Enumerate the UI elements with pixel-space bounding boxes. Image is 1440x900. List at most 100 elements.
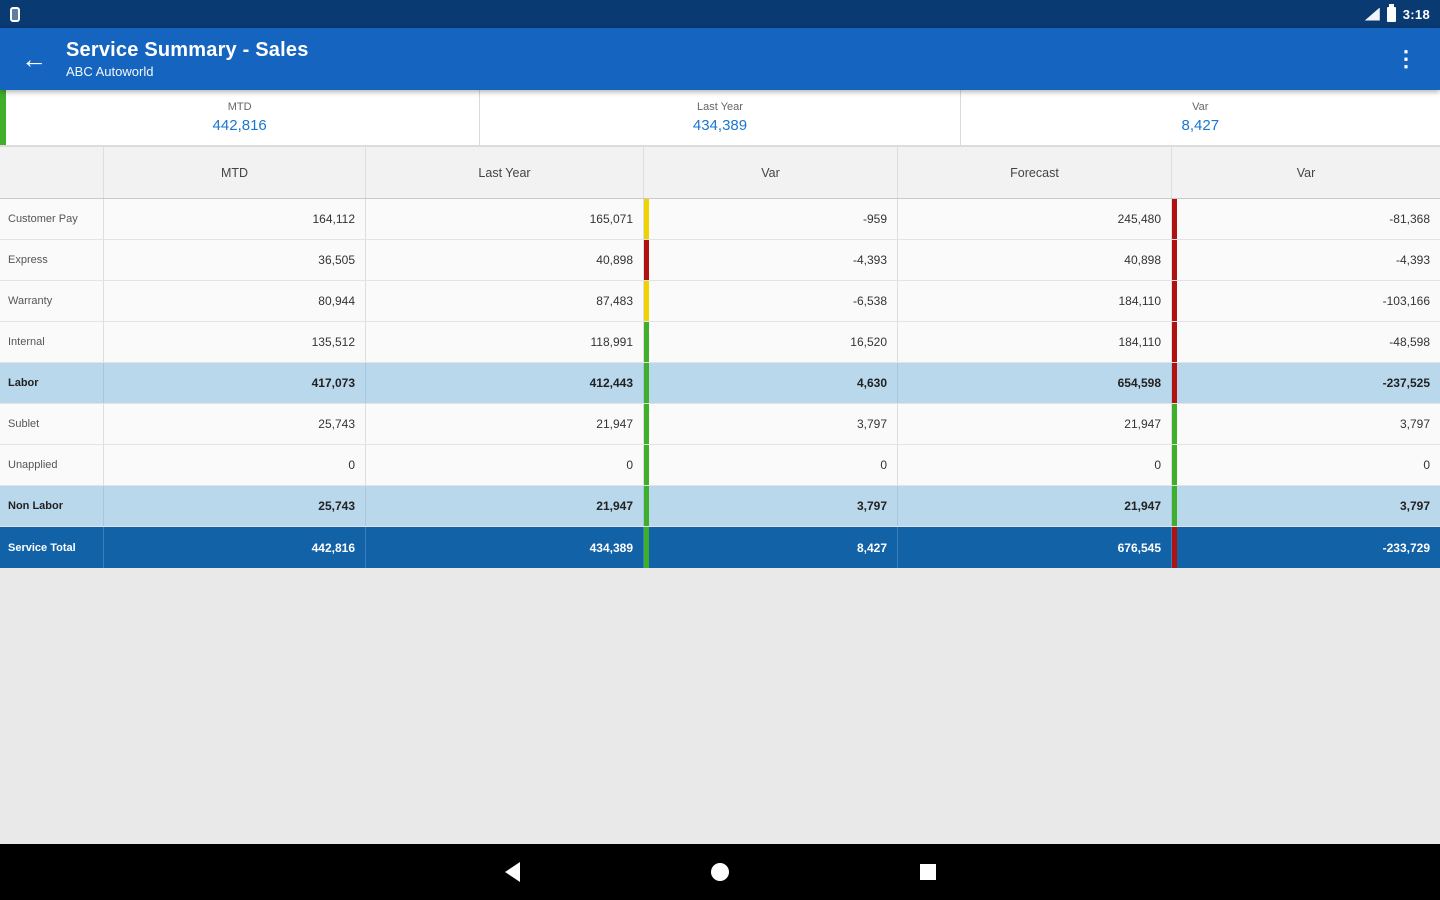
table-cell: -959 bbox=[643, 199, 897, 239]
row-label: Non Labor bbox=[8, 500, 63, 512]
table-row[interactable]: Sublet 25,743 21,947 3,797 21,947 3,797 bbox=[0, 404, 1440, 445]
table-cell: 80,944 bbox=[103, 281, 365, 321]
row-label: Unapplied bbox=[8, 459, 58, 471]
table-row[interactable]: Warranty 80,944 87,483 -6,538 184,110 -103,16… bbox=[0, 281, 1440, 322]
summary-strip: MTD 442,816 Last Year 434,389 Var 8,427 bbox=[0, 90, 1440, 147]
table-cell: -6,538 bbox=[643, 281, 897, 321]
row-label: Customer Pay bbox=[8, 213, 78, 225]
summary-value: 442,816 bbox=[212, 117, 267, 134]
status-bar: 3:18 bbox=[0, 0, 1440, 28]
status-icons: 3:18 bbox=[1364, 3, 1430, 22]
table-row[interactable]: Internal 135,512 118,991 16,520 184,110 -48,5… bbox=[0, 322, 1440, 363]
signal-icon bbox=[1364, 7, 1380, 21]
row-label: Service Total bbox=[8, 541, 76, 554]
nav-home-button[interactable] bbox=[696, 848, 744, 896]
table-cell: -81,368 bbox=[1171, 199, 1440, 239]
table-cell: 245,480 bbox=[897, 199, 1171, 239]
table-header-var2: Var bbox=[1171, 147, 1440, 198]
table-cell: 412,443 bbox=[365, 363, 643, 403]
table-cell: 0 bbox=[365, 445, 643, 485]
table-cell: 118,991 bbox=[365, 322, 643, 362]
navigation-bar bbox=[0, 844, 1440, 900]
back-arrow-icon: ← bbox=[21, 44, 47, 74]
table-row[interactable]: Customer Pay 164,112 165,071 -959 245,480 -81… bbox=[0, 199, 1440, 240]
table-cell: 87,483 bbox=[365, 281, 643, 321]
table-cell: 654,598 bbox=[897, 363, 1171, 403]
table-cell: 21,947 bbox=[897, 486, 1171, 526]
table-header-mtd: MTD bbox=[103, 147, 365, 198]
table-cell: 21,947 bbox=[365, 486, 643, 526]
app-bar-titles: Service Summary - Sales ABC Autoworld bbox=[66, 39, 309, 79]
table-cell: 0 bbox=[103, 445, 365, 485]
table-cell: 21,947 bbox=[365, 404, 643, 444]
battery-icon bbox=[1386, 3, 1396, 22]
summary-label: Var bbox=[1192, 101, 1209, 113]
table-cell: -4,393 bbox=[643, 240, 897, 280]
table-cell: 25,743 bbox=[103, 404, 365, 444]
table-header-var: Var bbox=[643, 147, 897, 198]
table-cell: 16,520 bbox=[643, 322, 897, 362]
table-cell: 0 bbox=[643, 445, 897, 485]
table-cell: 3,797 bbox=[643, 404, 897, 444]
table-cell: -233,729 bbox=[1171, 527, 1440, 568]
summary-label: Last Year bbox=[697, 101, 743, 113]
table-cell: -4,393 bbox=[1171, 240, 1440, 280]
summary-item-mtd: MTD 442,816 bbox=[0, 90, 481, 145]
summary-item-last-year: Last Year 434,389 bbox=[480, 90, 961, 145]
table-cell: 25,743 bbox=[103, 486, 365, 526]
summary-accent-bar bbox=[0, 90, 6, 145]
table-header-forecast: Forecast bbox=[897, 147, 1171, 198]
table-cell: 3,797 bbox=[1171, 486, 1440, 526]
notification-icon bbox=[10, 6, 20, 22]
content-background bbox=[0, 568, 1440, 844]
nav-recents-button[interactable] bbox=[904, 848, 952, 896]
table-cell: 40,898 bbox=[365, 240, 643, 280]
table-cell: 21,947 bbox=[897, 404, 1171, 444]
row-label: Warranty bbox=[8, 295, 53, 307]
table-cell: 40,898 bbox=[897, 240, 1171, 280]
nav-back-triangle-icon bbox=[504, 862, 520, 882]
table-cell: 165,071 bbox=[365, 199, 643, 239]
table-body: Customer Pay 164,112 165,071 -959 245,480 -81… bbox=[0, 199, 1440, 568]
row-label: Sublet bbox=[8, 418, 40, 430]
table-cell: 184,110 bbox=[897, 281, 1171, 321]
table-cell: 36,505 bbox=[103, 240, 365, 280]
table-row[interactable]: Labor 417,073 412,443 4,630 654,598 -237,525 bbox=[0, 363, 1440, 404]
table-cell: 184,110 bbox=[897, 322, 1171, 362]
table-cell: 434,389 bbox=[365, 527, 643, 568]
table-row[interactable]: Service Total 442,816 434,389 8,427 676,545-… bbox=[0, 527, 1440, 568]
page-title: Service Summary - Sales bbox=[66, 39, 309, 61]
table-row[interactable]: Express 36,505 40,898 -4,393 40,898 -4,393 bbox=[0, 240, 1440, 281]
table-cell: 164,112 bbox=[103, 199, 365, 239]
page-subtitle: ABC Autoworld bbox=[66, 64, 154, 79]
summary-item-var: Var 8,427 bbox=[961, 90, 1440, 145]
table-header-last-year: Last Year bbox=[365, 147, 643, 198]
table-cell: 0 bbox=[897, 445, 1171, 485]
table-cell: -48,598 bbox=[1171, 322, 1440, 362]
nav-home-circle-icon bbox=[711, 863, 729, 881]
table-row[interactable]: Unapplied 0 0 0 0 0 bbox=[0, 445, 1440, 486]
table-header-corner bbox=[0, 147, 103, 198]
table-cell: 135,512 bbox=[103, 322, 365, 362]
table-cell: 3,797 bbox=[643, 486, 897, 526]
overflow-menu-button[interactable]: ⋮ bbox=[1382, 35, 1430, 83]
overflow-menu-icon: ⋮ bbox=[1395, 46, 1417, 71]
back-button[interactable]: ← bbox=[10, 35, 58, 83]
table-header-row: MTD Last Year Var Forecast Var bbox=[0, 147, 1440, 199]
table-cell: 3,797 bbox=[1171, 404, 1440, 444]
app-bar: ← Service Summary - Sales ABC Autoworld … bbox=[0, 28, 1440, 90]
nav-back-button[interactable] bbox=[488, 848, 536, 896]
table-cell: -103,166 bbox=[1171, 281, 1440, 321]
table-cell: 442,816 bbox=[103, 527, 365, 568]
table-row[interactable]: Non Labor 25,743 21,947 3,797 21,947 3,797 bbox=[0, 486, 1440, 527]
table-cell: 0 bbox=[1171, 445, 1440, 485]
table-cell: 676,545 bbox=[897, 527, 1171, 568]
table-cell: -237,525 bbox=[1171, 363, 1440, 403]
table-cell: 417,073 bbox=[103, 363, 365, 403]
summary-label: MTD bbox=[227, 101, 252, 113]
row-label: Labor bbox=[8, 377, 39, 389]
service-summary-table: MTD Last Year Var Forecast Var Customer … bbox=[0, 147, 1440, 568]
row-label: Express bbox=[8, 254, 48, 266]
row-label: Internal bbox=[8, 336, 45, 348]
